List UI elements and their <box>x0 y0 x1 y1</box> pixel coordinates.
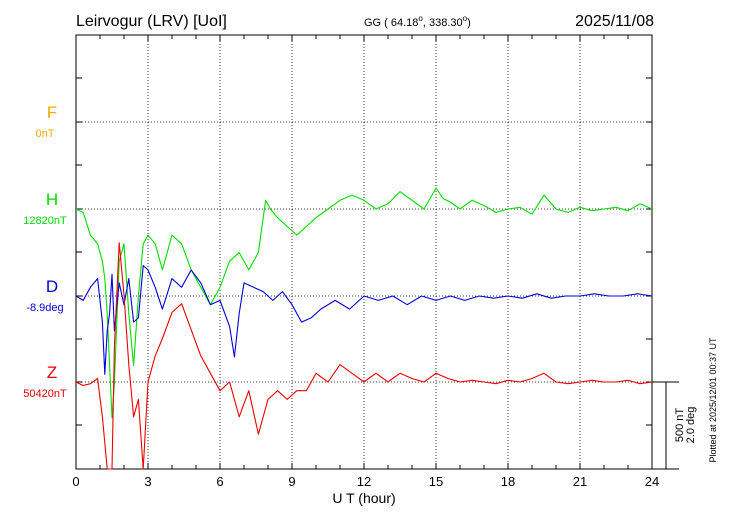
scale-bar-deg-label: 2.0 deg <box>685 407 697 444</box>
data-traces <box>75 187 653 470</box>
x-tick-label: 12 <box>357 474 371 489</box>
series-baseline-Z: 50420nT <box>23 388 67 400</box>
x-tick-label: 6 <box>216 474 223 489</box>
series-baseline-H: 12820nT <box>23 215 67 227</box>
x-tick-labels: 0 3 6 9 12 15 18 21 24 <box>72 474 659 489</box>
trace-D <box>75 265 653 375</box>
x-tick-label: 9 <box>288 474 295 489</box>
series-name-F: F <box>47 103 57 122</box>
x-tick-label: 21 <box>573 474 587 489</box>
series-name-Z: Z <box>47 363 57 382</box>
date-label: 2025/11/08 <box>575 13 654 30</box>
degree-mark: o <box>463 14 468 23</box>
scale-bar: 500 nT 2.0 deg <box>652 381 697 470</box>
series-baseline-F: 0nT <box>36 128 55 140</box>
trace-Z <box>75 242 653 470</box>
x-tick-label: 18 <box>501 474 515 489</box>
coordinates-label: GG ( 64.18o, 338.30o) <box>364 14 471 29</box>
trace-H <box>75 187 653 419</box>
x-tick-label: 24 <box>645 474 659 489</box>
x-axis-label: U T (hour) <box>332 490 395 506</box>
grid-lines <box>76 35 652 469</box>
station-title: Leirvogur (LRV) [UoI] <box>76 13 227 30</box>
degree-mark: o <box>418 14 423 23</box>
series-baseline-D: -8.9deg <box>26 302 63 314</box>
x-tick-label: 0 <box>72 474 79 489</box>
axis-ticks <box>75 35 653 469</box>
plotted-at-label: Plotted at 2025/12/01 00:37 UT <box>708 337 718 463</box>
series-name-H: H <box>46 190 58 209</box>
x-tick-label: 3 <box>144 474 151 489</box>
x-tick-label: 15 <box>429 474 443 489</box>
scale-bar-nt-label: 500 nT <box>674 408 686 443</box>
series-labels: F 0nT H 12820nT D -8.9deg Z 50420nT <box>23 103 67 400</box>
series-name-D: D <box>46 277 58 296</box>
